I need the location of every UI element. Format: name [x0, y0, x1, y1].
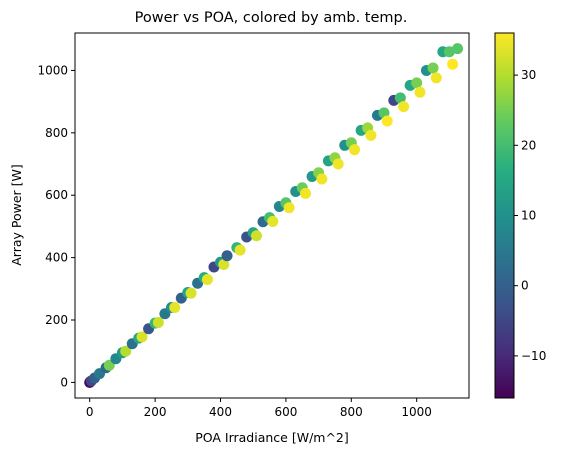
y-tick-label: 0: [60, 375, 68, 389]
y-tick-label: 800: [45, 126, 68, 140]
data-point: [332, 158, 344, 170]
data-point: [411, 77, 423, 89]
data-point: [447, 58, 459, 70]
data-point: [414, 86, 426, 98]
colorbar-tick-label: 10: [521, 209, 536, 223]
data-point: [201, 273, 213, 285]
x-tick-label: 400: [209, 405, 232, 419]
colorbar-tick-label: −10: [521, 349, 546, 363]
data-point: [283, 202, 295, 214]
y-tick-label: 600: [45, 188, 68, 202]
data-point: [381, 115, 393, 127]
colorbar-tick-label: 0: [521, 279, 529, 293]
x-tick-label: 600: [274, 405, 297, 419]
y-tick-label: 1000: [37, 63, 68, 77]
colorbar: −10 0 10 20 30: [494, 32, 546, 399]
x-tick-label: 0: [86, 405, 94, 419]
data-point: [267, 215, 279, 227]
plot-area: [74, 32, 470, 399]
x-axis-label: POA Irradiance [W/m^2]: [195, 430, 349, 445]
data-point: [430, 72, 442, 84]
x-tick-label: 1000: [401, 405, 432, 419]
data-point: [221, 250, 233, 262]
data-point: [300, 187, 312, 199]
y-tick-label: 400: [45, 251, 68, 265]
x-tick-label: 200: [144, 405, 167, 419]
data-point: [185, 287, 197, 299]
data-point: [136, 331, 148, 343]
colorbar-ticks: −10 0 10 20 30: [514, 68, 546, 363]
colorbar-tick-label: 20: [521, 138, 536, 152]
data-point: [398, 101, 410, 113]
x-tick-label: 800: [340, 405, 363, 419]
x-axis-ticks: 0 200 400 600 800 1000: [86, 398, 432, 419]
data-point: [218, 258, 230, 270]
colorbar-bar: [494, 32, 515, 399]
y-axis-ticks: 0 200 400 600 800 1000: [37, 63, 75, 389]
data-point: [152, 317, 164, 328]
data-point: [120, 345, 132, 357]
colorbar-tick-label: 30: [521, 68, 536, 82]
chart-title: Power vs POA, colored by amb. temp.: [135, 10, 408, 26]
y-tick-label: 200: [45, 313, 68, 327]
data-point: [349, 144, 361, 156]
data-point: [316, 173, 328, 185]
data-point: [427, 62, 439, 74]
data-point: [169, 302, 181, 314]
points-layer: [84, 43, 464, 388]
y-axis-label: Array Power [W]: [9, 164, 24, 266]
data-point: [394, 92, 406, 104]
data-point: [365, 129, 377, 141]
axes-frame: [74, 32, 470, 399]
data-point: [250, 230, 262, 242]
data-point: [234, 244, 246, 256]
data-point: [452, 43, 464, 55]
